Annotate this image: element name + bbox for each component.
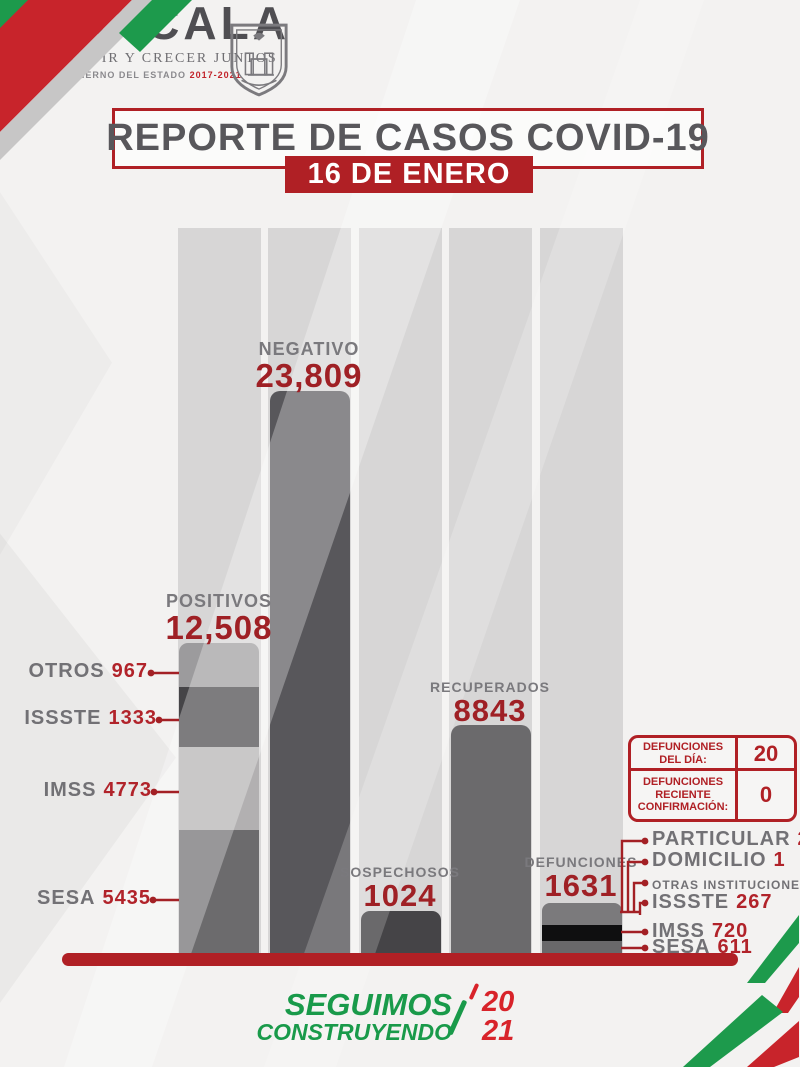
right-label-domicilio-name: DOMICILIO xyxy=(652,849,767,871)
category-negativo: NEGATIVO xyxy=(258,339,360,359)
value-sospechosos: 1024 xyxy=(363,877,437,913)
footer-slogan: SEGUIMOS CONSTRUYENDO 20 21 xyxy=(0,982,800,1053)
right-label-domicilio: DOMICILIO 1 xyxy=(652,849,786,872)
coat-of-arms-icon xyxy=(230,23,288,97)
category-recuperados: RECUPERADOS xyxy=(430,679,550,695)
government-years: 2017-2021 xyxy=(189,70,242,80)
bar-segment-issste xyxy=(179,687,259,747)
bar-segment-sesa xyxy=(179,830,259,958)
report-date: 16 DE ENERO xyxy=(307,158,511,190)
left-label-otros: OTROS 967 xyxy=(29,660,149,683)
right-label-particular-value: 21 xyxy=(798,828,800,851)
right-label-otras-instituciones: OTRAS INSTITUCIONES 11 xyxy=(652,871,800,895)
label-negativo: NEGATIVO 23,809 xyxy=(224,340,394,392)
corner-stripes-bottom-right-icon xyxy=(683,915,799,1067)
value-recuperados: 8843 xyxy=(453,692,527,728)
left-label-imss-value: 4773 xyxy=(103,779,152,801)
value-defunciones: 1631 xyxy=(544,867,618,903)
left-label-sesa: SESA 5435 xyxy=(37,887,151,910)
government-label: GOBIERNO DEL ESTADO xyxy=(58,70,187,80)
bar-segment-otros xyxy=(179,643,259,687)
label-positivos: POSITIVOS 12,508 xyxy=(134,592,304,644)
value-positivos: 12,508 xyxy=(165,608,273,646)
category-sospechosos: SOSPECHOSOS xyxy=(340,864,460,880)
bar-recuperados xyxy=(451,725,531,958)
left-label-imss-name: IMSS xyxy=(43,779,97,801)
column-track-defunciones xyxy=(540,228,623,955)
right-label-issste-value: 267 xyxy=(736,891,773,913)
left-label-imss: IMSS 4773 xyxy=(44,779,152,802)
stat-box-del-dia: DEFUNCIONES DEL DÍA: 20 xyxy=(631,738,794,770)
value-negativo: 23,809 xyxy=(255,356,363,394)
stat-box-reciente-label: DEFUNCIONES RECIENTE CONFIRMACIÓN: xyxy=(637,776,729,814)
right-label-sesa: SESA 611 xyxy=(652,936,753,959)
slogan-line2: CONSTRUYENDO xyxy=(256,1019,452,1045)
right-label-issste-name: ISSSTE xyxy=(652,891,730,913)
left-label-otros-name: OTROS xyxy=(28,660,105,682)
slogan-line1: SEGUIMOS xyxy=(284,987,452,1022)
left-label-issste-value: 1333 xyxy=(108,707,157,729)
right-label-imss: IMSS 720 xyxy=(652,920,748,943)
right-label-imss-name: IMSS xyxy=(652,920,705,942)
bar-segment-def-top xyxy=(542,903,622,925)
slogan-years: 20 21 xyxy=(482,988,514,1046)
left-label-otros-value: 967 xyxy=(111,660,148,682)
category-positivos: POSITIVOS xyxy=(165,591,273,611)
slash-red-icon xyxy=(468,982,480,1001)
stat-box-del-dia-value: 20 xyxy=(753,740,779,766)
stat-box-reciente: DEFUNCIONES RECIENTE CONFIRMACIÓN: 0 xyxy=(631,768,794,819)
stat-box-reciente-value: 0 xyxy=(759,782,773,807)
label-sospechosos: SOSPECHOSOS 1024 xyxy=(315,865,485,911)
right-label-particular-name: PARTICULAR xyxy=(652,828,791,850)
chart-baseline xyxy=(62,953,738,966)
slogan-text: SEGUIMOS CONSTRUYENDO xyxy=(256,989,452,1044)
bar-sospechosos xyxy=(361,911,441,958)
left-label-sesa-name: SESA xyxy=(37,887,96,909)
corner-stripes-top-left-icon xyxy=(0,0,192,160)
year-top: 20 xyxy=(482,986,515,1018)
right-label-otras-name: OTRAS INSTITUCIONES xyxy=(652,878,800,892)
stat-box-divider-2 xyxy=(735,771,738,819)
right-label-issste: ISSSTE 267 xyxy=(652,891,773,914)
right-label-domicilio-value: 1 xyxy=(773,849,786,871)
left-label-issste: ISSSTE 1333 xyxy=(24,707,157,730)
category-defunciones: DEFUNCIONES xyxy=(524,854,638,870)
bar-segment-imss xyxy=(179,747,259,830)
government-text: GOBIERNO DEL ESTADO 2017-2021 xyxy=(58,70,241,80)
report-title: REPORTE DE CASOS COVID-19 xyxy=(106,117,710,159)
bar-positivos xyxy=(179,643,259,958)
stat-box-del-dia-label: DEFUNCIONES DEL DÍA: xyxy=(642,741,724,766)
column-track-sospechosos xyxy=(359,228,442,955)
label-recuperados: RECUPERADOS 8843 xyxy=(405,680,575,726)
stat-box-divider-1 xyxy=(735,738,738,770)
left-label-issste-name: ISSSTE xyxy=(24,707,102,729)
defunciones-stat-boxes: DEFUNCIONES DEL DÍA: 20 DEFUNCIONES RECI… xyxy=(628,735,797,822)
right-label-particular: PARTICULAR 21 xyxy=(652,828,800,851)
left-label-sesa-value: 5435 xyxy=(102,887,151,909)
right-label-imss-value: 720 xyxy=(711,920,749,942)
right-label-sesa-name: SESA xyxy=(652,936,711,958)
year-bottom: 21 xyxy=(482,1015,515,1047)
bar-negativo xyxy=(270,391,350,958)
right-label-sesa-value: 611 xyxy=(717,936,753,958)
label-defunciones: DEFUNCIONES 1631 xyxy=(496,855,666,901)
report-date-banner: 16 DE ENERO xyxy=(285,156,533,193)
bar-segment-def-imss xyxy=(542,925,622,941)
